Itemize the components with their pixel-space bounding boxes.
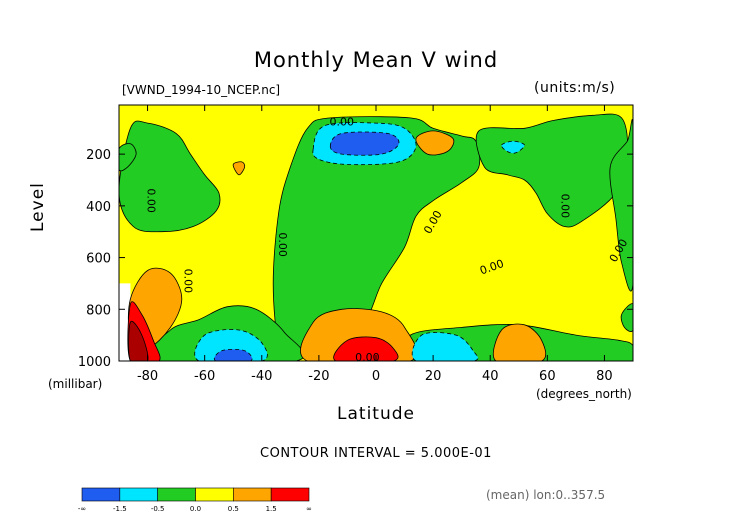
colorbar-swatch xyxy=(233,487,272,502)
x-axis-label: Latitude xyxy=(337,404,415,424)
x-unit-label: (degrees_north) xyxy=(536,387,632,401)
x-tick-label: 0 xyxy=(372,369,380,384)
y-tick-label: 1000 xyxy=(78,355,111,370)
contour-label: 0.00 xyxy=(329,116,354,129)
x-tick-label: -80 xyxy=(137,369,158,384)
colorbar-swatch xyxy=(195,487,234,502)
region-green-south-upper xyxy=(119,120,221,233)
x-tick-label: -20 xyxy=(308,369,329,384)
region-orange-upper-north xyxy=(415,130,455,156)
y-unit-label: (millibar) xyxy=(48,377,103,391)
colorbar-label: 0.5 xyxy=(228,505,239,513)
contour-interval-label: CONTOUR INTERVAL = 5.000E-01 xyxy=(260,446,492,461)
units-label: (units:m/s) xyxy=(534,80,616,96)
x-tick-label: 80 xyxy=(596,369,613,384)
contour-label: 0.00 xyxy=(559,194,572,219)
file-label: [VWND_1994-10_NCEP.nc] xyxy=(122,83,281,97)
y-axis-label: Level xyxy=(28,182,48,232)
contour-label: 0.00 xyxy=(182,269,195,294)
colorbar-swatch xyxy=(270,487,310,502)
region-blue-low-south xyxy=(213,348,253,361)
contour-label: 0.00 xyxy=(276,232,289,256)
region-orange-low-north xyxy=(492,323,547,361)
x-tick-label: 20 xyxy=(425,369,442,384)
colorbar-swatch xyxy=(157,487,196,502)
region-green-north-right xyxy=(609,119,633,292)
colorbar-label: 0.0 xyxy=(190,505,201,513)
colorbar-label: -0.5 xyxy=(151,505,165,513)
colorbar-label: ∞ xyxy=(306,505,312,513)
region-darkred-south xyxy=(128,320,149,361)
contour-label: 0.00 xyxy=(355,351,380,364)
contour-regions: 0.000.000.000.000.000.000.000.000.00 xyxy=(119,113,633,364)
x-tick-label: 60 xyxy=(539,369,556,384)
region-cyan-low-south xyxy=(194,329,268,361)
y-tick-label: 600 xyxy=(86,252,111,267)
region-orange-upper-mid xyxy=(232,161,246,176)
x-tick-label: 40 xyxy=(482,369,499,384)
region-cyan-low-north xyxy=(411,332,479,361)
colorbar-label: -∞ xyxy=(78,505,86,513)
colorbar-swatch xyxy=(119,487,158,502)
region-cyan-upper-north xyxy=(501,140,525,154)
colorbar-swatch xyxy=(81,487,121,502)
x-tick-label: -60 xyxy=(194,369,215,384)
region-green-south-left xyxy=(119,143,137,172)
region-red-equator xyxy=(333,336,399,361)
y-tick-label: 400 xyxy=(86,200,111,215)
contour-label: 0.00 xyxy=(145,188,158,213)
y-tick-label: 800 xyxy=(86,303,111,318)
colorbar-label: -1.5 xyxy=(113,505,127,513)
colorbar-label: 1.5 xyxy=(266,505,277,513)
chart-title: Monthly Mean V wind xyxy=(253,48,499,72)
mean-label: (mean) lon:0..357.5 xyxy=(486,488,606,502)
region-blue-upper xyxy=(329,131,400,156)
x-tick-label: -40 xyxy=(251,369,272,384)
region-green-right-edge xyxy=(620,303,633,332)
y-tick-label: 200 xyxy=(86,148,111,163)
